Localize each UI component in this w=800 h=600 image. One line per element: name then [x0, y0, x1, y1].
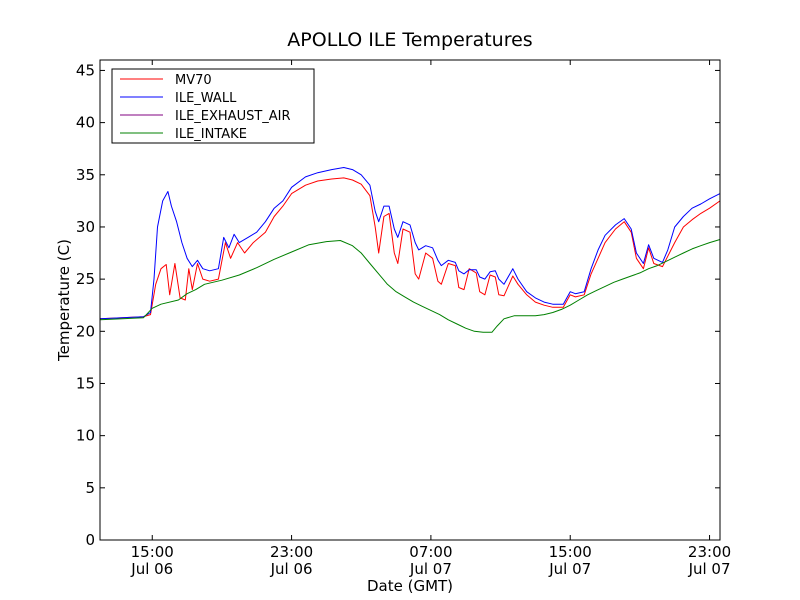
- legend-label: MV70: [175, 73, 212, 88]
- legend: MV70 ILE_WALL ILE_EXHAUST_AIR ILE_INTAKE: [111, 68, 315, 144]
- plot-lines: [99, 167, 721, 333]
- legend-box: [111, 68, 315, 144]
- x-tick-label-time: 07:00: [409, 543, 452, 561]
- chart-title: APOLLO ILE Temperatures: [287, 29, 532, 51]
- series-line-mv70: [99, 177, 721, 320]
- x-tick-label-date: Jul 06: [130, 560, 173, 578]
- x-tick-label-time: 15:00: [549, 543, 592, 561]
- series-line-ile-wall: [99, 167, 721, 320]
- x-tick-label-date: Jul 07: [688, 560, 731, 578]
- y-axis-ticks: 0 5 10 15 20 25 30 35 40 45: [76, 61, 720, 549]
- x-tick-label-time: 15:00: [131, 543, 174, 561]
- x-tick-label-time: 23:00: [270, 543, 313, 561]
- y-tick-label: 35: [76, 166, 95, 184]
- series-line-ile-intake: [99, 239, 721, 333]
- legend-label: ILE_WALL: [175, 91, 237, 106]
- y-tick-label: 45: [76, 61, 95, 79]
- y-tick-label: 10: [76, 427, 95, 445]
- y-tick-label: 0: [85, 531, 95, 549]
- x-tick-label-time: 23:00: [688, 543, 731, 561]
- y-axis-label: Temperature (C): [55, 239, 73, 362]
- y-tick-label: 25: [76, 270, 95, 288]
- y-tick-label: 20: [76, 322, 95, 340]
- legend-label: ILE_INTAKE: [175, 127, 247, 142]
- plot-area-frame: [99, 59, 721, 541]
- y-tick-label: 15: [76, 374, 95, 392]
- y-tick-label: 30: [76, 218, 95, 236]
- legend-label: ILE_EXHAUST_AIR: [175, 109, 291, 124]
- x-axis-label: Date (GMT): [367, 577, 453, 595]
- x-tick-label-date: Jul 07: [548, 560, 591, 578]
- x-tick-label-date: Jul 06: [270, 560, 313, 578]
- x-tick-label-date: Jul 07: [409, 560, 452, 578]
- y-tick-label: 40: [76, 114, 95, 132]
- y-tick-label: 5: [85, 479, 95, 497]
